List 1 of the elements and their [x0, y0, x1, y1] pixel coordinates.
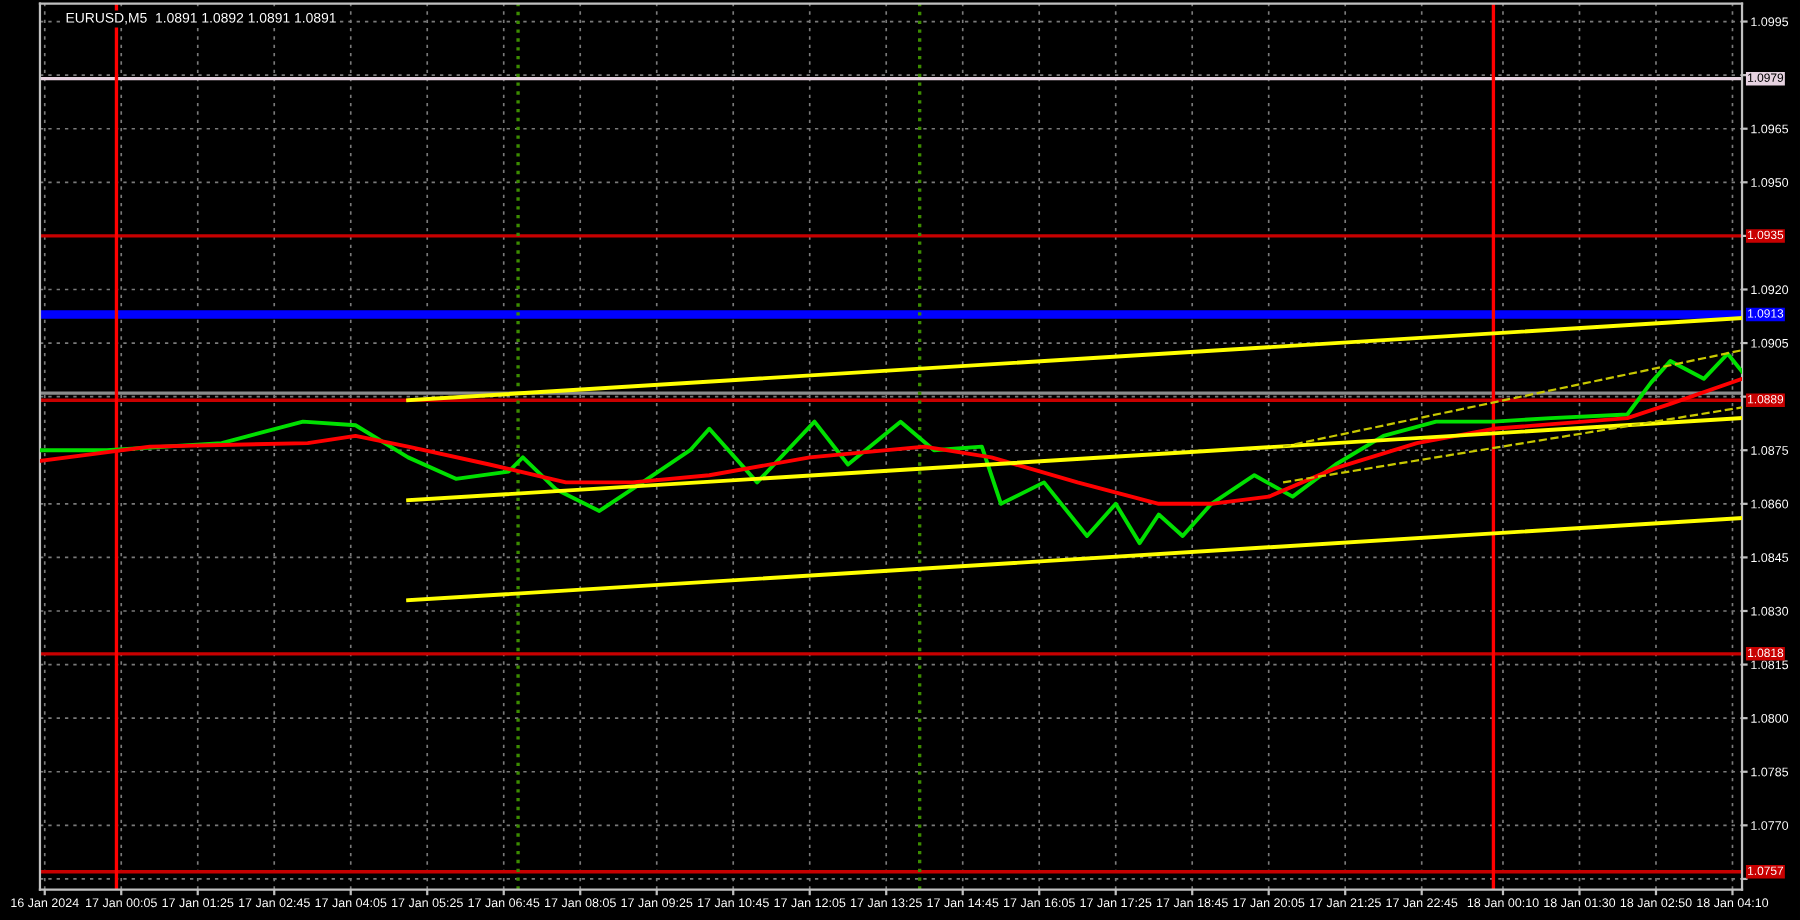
line-series [39, 351, 1743, 546]
